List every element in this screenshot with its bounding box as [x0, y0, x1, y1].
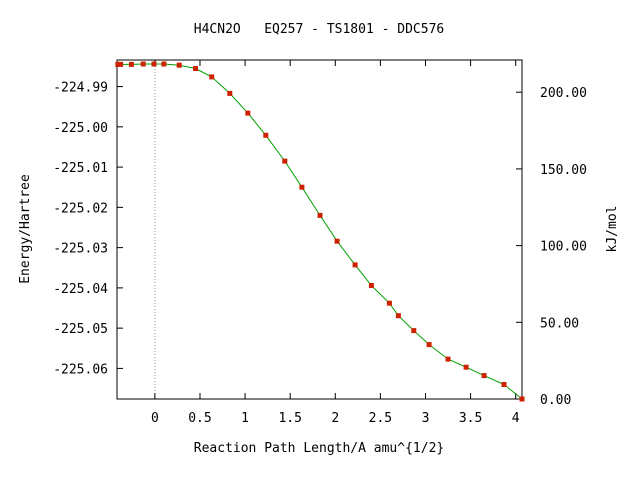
- data-point: [282, 158, 288, 164]
- data-point: [317, 212, 323, 218]
- x-tick-label: 2.5: [369, 411, 392, 426]
- x-tick-label: 0: [151, 411, 159, 426]
- data-point: [245, 110, 251, 116]
- y-tick-label: -225.05: [53, 322, 108, 337]
- series-line: [117, 63, 523, 400]
- y-tick-label: -225.02: [53, 201, 108, 216]
- y2-tick-label: 100.00: [540, 240, 587, 255]
- x-tick-label: 1.5: [278, 411, 301, 426]
- x-tick-label: 3: [422, 411, 430, 426]
- data-point: [426, 342, 432, 348]
- y-tick-label: -224.99: [53, 81, 108, 96]
- data-point: [193, 66, 198, 71]
- data-point: [299, 184, 305, 190]
- data-point: [352, 262, 358, 268]
- x-tick-label: 3.5: [459, 411, 482, 426]
- y2-axis-label: kJ/mol: [605, 206, 620, 253]
- y-tick-label: -225.01: [53, 161, 108, 176]
- y-tick-label: -225.00: [53, 121, 108, 136]
- y2-tick-label: 50.00: [540, 316, 579, 331]
- y2-tick-label: 200.00: [540, 86, 587, 101]
- data-point: [334, 238, 340, 244]
- data-point: [209, 74, 215, 80]
- y-tick-label: -225.06: [53, 362, 108, 377]
- data-point: [481, 373, 487, 379]
- x-tick-label: 0.5: [188, 411, 211, 426]
- axis-ticks: 0 0.5 1 1.5 2 2.5 3 3.5 4 -224.99 -225.00 -225.01 -2…: [53, 60, 587, 426]
- y2-tick-label: 150.00: [540, 163, 587, 178]
- data-point: [176, 62, 182, 68]
- x-tick-label: 4: [512, 411, 520, 426]
- data-point: [227, 90, 233, 96]
- x-tick-label: 1: [241, 411, 249, 426]
- data-point: [463, 364, 469, 370]
- y2-tick-label: 0.00: [540, 393, 571, 408]
- data-point: [140, 61, 146, 67]
- data-point: [395, 313, 401, 319]
- plot-area: [116, 59, 523, 400]
- x-tick-label: 2: [331, 411, 339, 426]
- data-point: [128, 61, 134, 67]
- y-tick-label: -225.04: [53, 282, 108, 297]
- data-point: [151, 61, 157, 67]
- chart-title: H4CN2O EQ257 - TS1801 - DDC576: [194, 22, 444, 37]
- data-point: [115, 61, 121, 67]
- data-point: [368, 283, 374, 288]
- y-axis-label: Energy/Hartree: [18, 174, 33, 284]
- data-point: [445, 356, 451, 362]
- data-point: [519, 396, 525, 402]
- series-layer: [115, 61, 525, 402]
- data-point: [411, 328, 417, 334]
- data-point: [161, 61, 167, 67]
- data-point: [501, 382, 507, 387]
- data-point: [263, 132, 269, 138]
- x-axis-label: Reaction Path Length/A amu^{1/2}: [194, 441, 444, 456]
- y-tick-label: -225.03: [53, 242, 108, 257]
- data-point: [118, 61, 124, 67]
- data-point: [386, 300, 392, 306]
